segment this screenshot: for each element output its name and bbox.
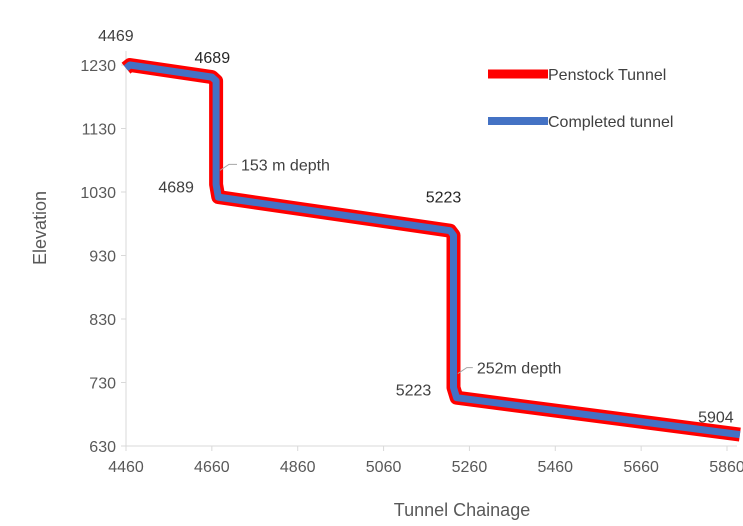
- point-label: 5223: [396, 383, 432, 400]
- x-tick-label: 5260: [452, 459, 488, 476]
- legend-label-1: Penstock Tunnel: [548, 67, 666, 84]
- point-label: 4689: [158, 179, 194, 196]
- x-tick-label: 4660: [194, 459, 230, 476]
- x-tick-label: 5060: [366, 459, 402, 476]
- x-tick-label: 5860: [709, 459, 743, 476]
- point-label: 4469: [98, 28, 134, 45]
- y-tick-label: 930: [89, 249, 116, 266]
- point-label: 5904: [698, 410, 734, 427]
- y-tick-label: 1230: [80, 58, 116, 75]
- annotation-leader: [457, 367, 473, 374]
- x-tick-label: 5660: [623, 459, 659, 476]
- y-tick-label: 830: [89, 312, 116, 329]
- point-label: 4689: [195, 50, 231, 67]
- y-tick-label: 1130: [82, 122, 117, 139]
- legend: Penstock Tunnel Completed tunnel: [488, 67, 673, 131]
- y-tick-label: 630: [89, 439, 116, 456]
- x-tick-label: 5460: [537, 459, 573, 476]
- annotation-leader: [219, 163, 238, 171]
- x-tick-label: 4860: [280, 459, 316, 476]
- annotation-label: 153 m depth: [241, 157, 330, 174]
- point-labels: 4469 4689 4689 5223 5223 5904 153 m depth 252m …: [98, 28, 734, 427]
- legend-label-2: Completed tunnel: [548, 114, 673, 131]
- y-tick-label: 730: [89, 376, 116, 393]
- x-tick-label: 4460: [108, 459, 144, 476]
- y-tick-label: 1030: [80, 185, 116, 202]
- y-axis-title: Elevation: [30, 191, 50, 265]
- point-label: 5223: [426, 190, 462, 207]
- annotation-label: 252m depth: [477, 361, 562, 378]
- x-axis-title: Tunnel Chainage: [394, 500, 530, 520]
- axes: 630 730 830 930 1030 1130 1230 4460 4660 4860 5060…: [80, 51, 743, 476]
- series: [121, 58, 741, 442]
- series-line-2: [123, 61, 741, 439]
